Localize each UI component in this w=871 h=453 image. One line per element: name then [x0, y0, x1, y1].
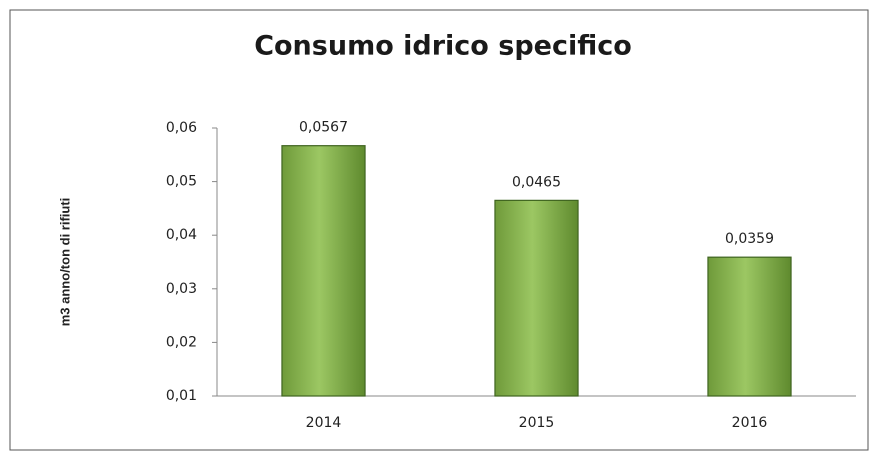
- value-label: 0,0359: [725, 231, 774, 247]
- x-tick-label: 2016: [732, 415, 768, 431]
- y-tick-label: 0,06: [166, 120, 197, 136]
- y-tick-label: 0,04: [166, 227, 197, 243]
- chart-frame: [9, 9, 869, 451]
- y-axis-label: m3 anno/ton di rifiuti: [57, 198, 72, 327]
- value-label: 0,0567: [299, 120, 348, 136]
- chart-title: Consumo idrico specifico: [254, 31, 632, 62]
- y-tick-label: 0,05: [166, 174, 197, 190]
- value-label: 0,0465: [512, 174, 561, 190]
- x-tick-label: 2014: [306, 415, 342, 431]
- bar: [494, 199, 579, 397]
- bar: [281, 145, 366, 397]
- bar: [707, 256, 792, 397]
- y-tick-label: 0,03: [166, 281, 197, 297]
- y-tick-label: 0,02: [166, 334, 197, 350]
- y-tick-label: 0,01: [166, 388, 197, 404]
- x-tick-label: 2015: [519, 415, 555, 431]
